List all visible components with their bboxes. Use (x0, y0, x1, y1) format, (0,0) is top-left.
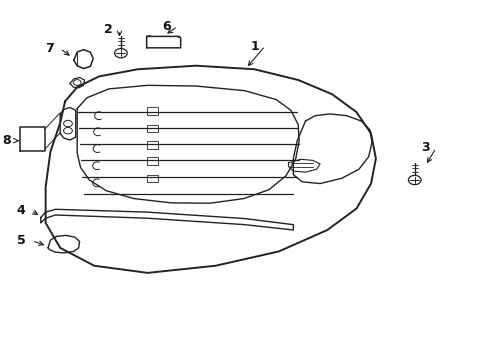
Text: 2: 2 (104, 23, 113, 36)
Text: 7: 7 (45, 42, 54, 55)
Text: 4: 4 (16, 204, 25, 217)
Text: 5: 5 (17, 234, 26, 247)
Text: 8: 8 (2, 134, 11, 147)
Text: 1: 1 (249, 40, 258, 53)
Text: 3: 3 (420, 141, 429, 154)
Text: 6: 6 (163, 20, 171, 33)
